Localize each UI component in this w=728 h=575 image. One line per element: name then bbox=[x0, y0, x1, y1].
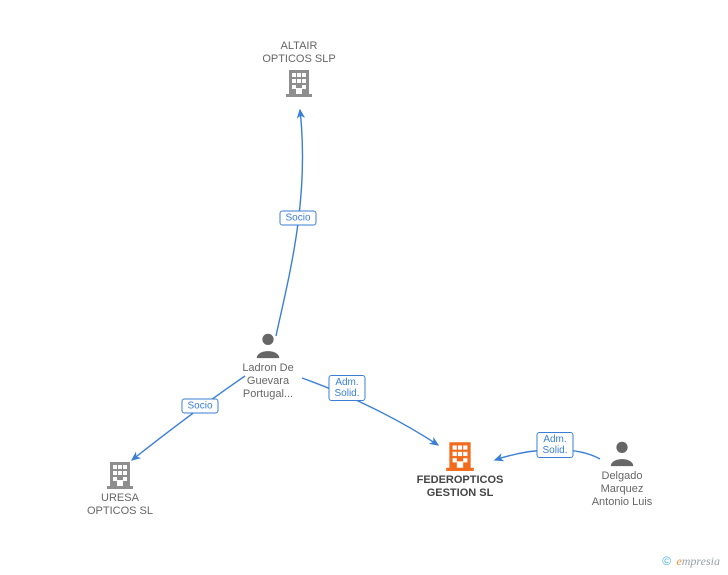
edge-label-adm-solid: Adm. Solid. bbox=[536, 432, 573, 458]
node-label-altair: ALTAIR OPTICOS SLP bbox=[239, 40, 359, 66]
node-federopticos[interactable]: FEDEROPTICOS GESTION SL bbox=[390, 438, 530, 500]
copyright-symbol: © bbox=[662, 554, 671, 568]
person-icon bbox=[567, 438, 677, 468]
edge-label-socio: Socio bbox=[279, 211, 316, 226]
company-icon bbox=[239, 66, 359, 98]
node-ladron[interactable]: Ladron De Guevara Portugal... bbox=[213, 330, 323, 401]
diagram-canvas: ALTAIR OPTICOS SLP La bbox=[0, 0, 728, 575]
edge-label-adm-solid: Adm. Solid. bbox=[328, 375, 365, 401]
edge-label-socio: Socio bbox=[181, 399, 218, 414]
copyright: © empresia bbox=[662, 554, 720, 569]
node-uresa[interactable]: URESA OPTICOS SL bbox=[65, 458, 175, 518]
node-altair[interactable]: ALTAIR OPTICOS SLP bbox=[239, 38, 359, 98]
brand-rest: mpresia bbox=[682, 554, 720, 568]
company-icon bbox=[65, 458, 175, 490]
node-label-delgado: Delgado Marquez Antonio Luis bbox=[567, 470, 677, 509]
person-icon bbox=[213, 330, 323, 360]
company-icon bbox=[390, 438, 530, 472]
node-label-uresa: URESA OPTICOS SL bbox=[65, 492, 175, 518]
node-delgado[interactable]: Delgado Marquez Antonio Luis bbox=[567, 438, 677, 509]
node-label-federopticos: FEDEROPTICOS GESTION SL bbox=[390, 474, 530, 500]
node-label-ladron: Ladron De Guevara Portugal... bbox=[213, 362, 323, 401]
